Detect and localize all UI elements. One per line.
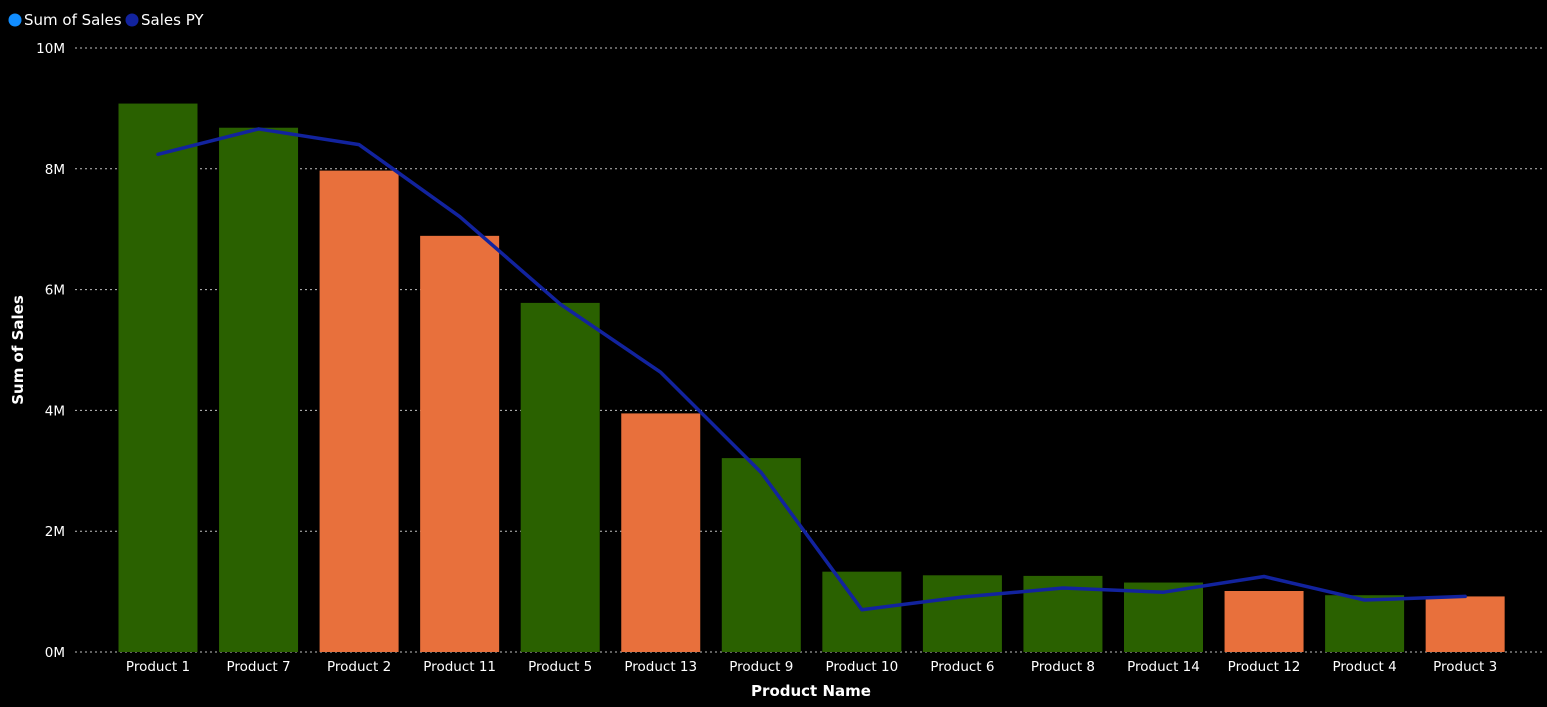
bar[interactable]: [520, 302, 600, 652]
x-tick-label: Product 14: [1127, 659, 1200, 675]
y-tick-label: 2M: [45, 524, 65, 540]
y-tick-label: 8M: [45, 162, 65, 178]
legend-marker-sum-of-sales[interactable]: [8, 13, 22, 27]
x-axis-title: Product Name: [751, 682, 871, 700]
x-tick-label: Product 10: [825, 659, 898, 675]
line-point[interactable]: [860, 608, 864, 612]
legend-label-sum-of-sales[interactable]: Sum of Sales: [24, 11, 122, 29]
bar[interactable]: [1124, 582, 1203, 652]
bar[interactable]: [1325, 595, 1405, 652]
y-tick-label: 10M: [36, 41, 65, 57]
bar[interactable]: [721, 458, 801, 652]
line-point[interactable]: [1262, 575, 1266, 578]
bar[interactable]: [319, 170, 399, 652]
x-tick-label: Product 8: [1031, 659, 1095, 675]
legend[interactable]: Sum of Sales Sales PY: [8, 11, 205, 29]
line-point[interactable]: [1162, 590, 1165, 594]
line-point[interactable]: [558, 302, 562, 306]
y-tick-label: 0M: [45, 645, 65, 661]
line-point[interactable]: [156, 152, 160, 156]
bar[interactable]: [822, 571, 902, 652]
line-point[interactable]: [1363, 598, 1367, 602]
x-tick-label: Product 2: [327, 659, 391, 675]
bar[interactable]: [118, 103, 198, 653]
line-point[interactable]: [759, 471, 763, 475]
x-tick-label: Product 4: [1333, 659, 1397, 675]
bar[interactable]: [219, 127, 299, 652]
legend-marker-sales-py[interactable]: [125, 13, 139, 27]
line-point[interactable]: [257, 127, 261, 131]
y-axis-ticks: 0M 2M 4M 6M 8M 10M: [36, 41, 65, 661]
x-tick-label: Product 13: [624, 659, 697, 675]
bar[interactable]: [621, 413, 701, 652]
x-tick-label: Product 5: [528, 659, 592, 675]
x-tick-label: Product 7: [226, 659, 290, 675]
y-axis-title: Sum of Sales: [9, 295, 27, 405]
line-point[interactable]: [1061, 586, 1065, 590]
line-point[interactable]: [357, 143, 361, 147]
line-point[interactable]: [659, 370, 663, 374]
x-tick-label: Product 11: [423, 659, 496, 675]
bar[interactable]: [922, 575, 1002, 652]
line-series[interactable]: [156, 127, 1467, 612]
bar[interactable]: [1425, 596, 1505, 652]
sales-py-line[interactable]: [156, 127, 1467, 612]
x-tick-label: Product 1: [126, 659, 190, 675]
bars[interactable]: [118, 103, 1505, 653]
x-tick-label: Product 9: [729, 659, 793, 675]
line-point[interactable]: [458, 215, 462, 219]
bar[interactable]: [1224, 590, 1304, 652]
line-point[interactable]: [960, 595, 964, 599]
legend-label-sales-py[interactable]: Sales PY: [141, 11, 204, 29]
y-tick-label: 6M: [45, 283, 65, 299]
line-point[interactable]: [1463, 594, 1467, 598]
y-tick-label: 4M: [45, 403, 65, 419]
bar[interactable]: [420, 235, 500, 652]
x-tick-label: Product 3: [1433, 659, 1497, 675]
x-tick-label: Product 6: [930, 659, 994, 675]
x-tick-label: Product 12: [1228, 659, 1301, 675]
x-axis-ticks: Product 1 Product 7 Product 2 Product 11 Pro…: [126, 659, 1497, 675]
